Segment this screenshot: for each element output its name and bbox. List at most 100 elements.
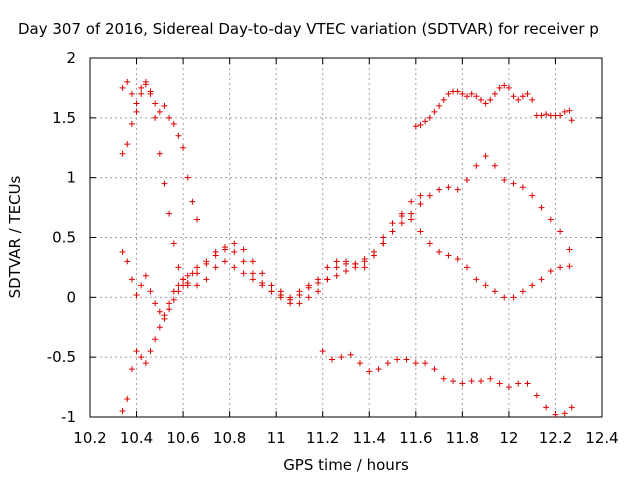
x-tick-label: 11.4 [353, 429, 386, 447]
data-point [184, 174, 191, 181]
data-point [319, 348, 326, 355]
x-tick-label: 10.6 [166, 429, 199, 447]
data-point [515, 96, 522, 103]
data-point [133, 348, 140, 355]
y-tick-label: -1 [61, 408, 76, 426]
data-point [124, 78, 131, 85]
data-point [477, 96, 484, 103]
data-point [133, 100, 140, 107]
data-point [333, 272, 340, 279]
x-tick-label: 11 [267, 429, 286, 447]
data-point [450, 378, 457, 385]
data-point [566, 246, 573, 253]
data-point [510, 294, 517, 301]
data-point [296, 291, 303, 298]
data-point [412, 360, 419, 367]
data-point [459, 380, 466, 387]
grid-lines [90, 58, 602, 417]
data-point [491, 90, 498, 97]
data-point [161, 102, 168, 109]
data-point [454, 88, 461, 95]
data-point [510, 93, 517, 100]
data-point [194, 282, 201, 289]
data-point [329, 356, 336, 363]
series-E [319, 348, 575, 418]
data-point [370, 252, 377, 259]
data-point [333, 264, 340, 271]
data-point [221, 244, 228, 251]
data-point [147, 90, 154, 97]
data-point [194, 270, 201, 277]
data-point [547, 216, 554, 223]
data-point [142, 360, 149, 367]
x-tick-label: 11.6 [399, 429, 432, 447]
data-point [445, 184, 452, 191]
data-point [156, 308, 163, 315]
data-points [119, 78, 575, 418]
data-point [277, 294, 284, 301]
data-point [491, 162, 498, 169]
data-point [166, 210, 173, 217]
data-point [180, 276, 187, 283]
data-point [529, 282, 536, 289]
x-tick-labels: 10.2 10.4 10.6 10.8 11 11.2 11.4 11.6 11.8 12 12.2… [73, 429, 618, 447]
data-point [408, 216, 415, 223]
data-point [240, 246, 247, 253]
data-point [417, 192, 424, 199]
data-point [473, 162, 480, 169]
data-point [305, 284, 312, 291]
data-point [343, 258, 349, 265]
data-point [347, 351, 354, 358]
data-point [194, 264, 201, 271]
data-point [417, 228, 424, 235]
data-point [431, 108, 438, 115]
data-point [445, 252, 452, 259]
data-point [384, 360, 391, 367]
data-point [417, 200, 424, 207]
data-point [366, 368, 373, 375]
data-point [194, 216, 201, 223]
y-tick-label: 1 [66, 169, 76, 187]
data-point [138, 84, 145, 91]
data-point [315, 279, 322, 286]
data-point [128, 90, 135, 97]
data-point [561, 410, 568, 417]
data-point [389, 228, 396, 235]
data-point [477, 378, 484, 385]
data-point [147, 288, 154, 295]
x-tick-label: 10.2 [73, 429, 106, 447]
data-point [561, 108, 568, 115]
data-point [221, 258, 228, 265]
data-point [417, 122, 424, 129]
data-point [543, 404, 550, 411]
data-point [156, 324, 163, 331]
data-point [268, 282, 275, 289]
data-point [287, 300, 294, 307]
data-point [501, 82, 508, 89]
data-point [305, 294, 312, 301]
data-point [482, 100, 489, 107]
data-point [124, 396, 131, 403]
data-point [547, 268, 554, 275]
data-point [133, 108, 140, 115]
data-point [128, 366, 135, 373]
data-point [170, 288, 177, 295]
data-point [464, 177, 471, 184]
data-point [361, 256, 368, 263]
data-point [203, 276, 210, 283]
data-point [343, 268, 349, 275]
data-point [389, 220, 396, 227]
series-F [412, 82, 575, 130]
data-point [568, 404, 575, 411]
data-point [459, 90, 466, 97]
data-point [128, 120, 135, 127]
data-point [352, 260, 359, 267]
data-point [152, 300, 159, 307]
data-point [426, 114, 433, 121]
data-point [170, 296, 177, 303]
data-point [133, 291, 140, 298]
data-point [184, 279, 191, 286]
data-point [249, 270, 256, 277]
data-point [296, 300, 303, 307]
data-point [422, 118, 429, 125]
